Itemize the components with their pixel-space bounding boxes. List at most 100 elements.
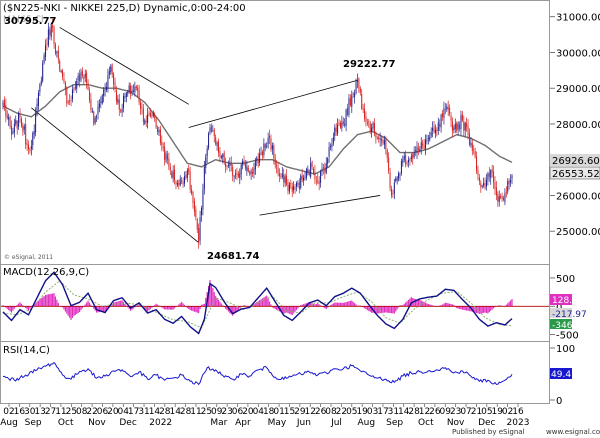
macd-histogram-bar — [324, 306, 326, 309]
price-bar-body — [464, 122, 466, 131]
x-axis-month-label: Jul — [330, 418, 342, 428]
price-bar-body — [229, 163, 231, 166]
macd-histogram-bar — [26, 306, 28, 310]
price-bar-body — [46, 43, 48, 45]
price-bar-body — [106, 86, 108, 90]
macd-histogram-bar — [351, 300, 353, 307]
macd-histogram-bar — [373, 306, 376, 314]
macd-histogram-bar — [117, 301, 119, 307]
macd-histogram-bar — [128, 306, 130, 310]
x-axis-month-label: Apr — [235, 418, 251, 428]
macd-histogram-bar — [371, 306, 373, 313]
price-bar-body — [345, 109, 347, 126]
x-axis-day-label: 20 — [107, 407, 119, 417]
macd-histogram-bar — [168, 306, 170, 310]
x-axis-day-label: 16 — [512, 407, 524, 417]
macd-histogram-bar — [104, 306, 106, 313]
macd-histogram-bar — [209, 280, 211, 307]
x-axis-month-label: Nov — [447, 418, 465, 428]
x-axis-month-label: Dec — [478, 418, 495, 428]
macd-histogram-bar — [243, 305, 245, 307]
price-bar-body — [442, 113, 444, 117]
price-bar-body — [81, 70, 83, 76]
price-bar-body — [20, 118, 22, 127]
price-bar-body — [125, 93, 127, 97]
macd-histogram-bar — [487, 306, 489, 314]
macd-histogram-bar — [131, 306, 133, 310]
price-bar-body — [417, 148, 419, 150]
macd-histogram-bar — [212, 288, 214, 307]
macd-title: MACD(12,26,9,C) — [3, 267, 89, 278]
macd-histogram-bar — [52, 293, 54, 307]
price-bar-body — [308, 170, 310, 176]
price-bar-body — [434, 129, 436, 133]
price-bar-body — [193, 201, 195, 212]
price-bar-body — [488, 172, 490, 177]
macd-histogram-bar — [287, 306, 289, 314]
price-bar-body — [59, 60, 61, 71]
price-bar-body — [322, 167, 324, 169]
macd-histogram-bar — [12, 306, 14, 311]
x-axis-month-label: Aug — [0, 418, 18, 428]
price-bar-body — [286, 175, 288, 185]
price-bar-body — [334, 127, 336, 136]
macd-histogram-bar — [460, 306, 462, 310]
price-bar-body — [373, 122, 375, 134]
price-bar-body — [142, 108, 144, 122]
price-bar-body — [454, 123, 456, 129]
x-axis-day-label: 31 — [138, 407, 149, 417]
macd-histogram-bar — [444, 302, 446, 307]
macd-value-box — [550, 308, 572, 318]
macd-histogram-bar — [6, 306, 8, 309]
x-axis-day-label: 28 — [408, 407, 420, 417]
price-bar-body — [393, 182, 395, 194]
price-bar-body — [90, 99, 92, 111]
price-bar-body — [342, 121, 344, 124]
price-bar-body — [498, 196, 500, 203]
price-bar-body — [83, 77, 85, 80]
macd-histogram-bar — [300, 305, 302, 307]
macd-histogram-bar — [365, 306, 367, 310]
x-axis-day-label: 04 — [118, 407, 130, 417]
price-axis-tick-label: 31000.00 — [556, 13, 600, 24]
price-bar-body — [426, 139, 428, 141]
price-bar-body — [416, 146, 418, 154]
price-bar-body — [9, 116, 11, 127]
macd-histogram-bar — [345, 302, 347, 307]
price-bar-body — [2, 102, 4, 106]
macd-histogram-bar — [491, 306, 493, 310]
price-bar-body — [405, 154, 407, 165]
macd-histogram-bar — [264, 296, 266, 307]
price-bar-body — [107, 75, 109, 88]
price-bar-body — [162, 146, 164, 149]
price-bar-body — [26, 143, 28, 146]
macd-histogram-bar — [70, 306, 72, 320]
macd-histogram-bar — [308, 302, 310, 307]
macd-histogram-bar — [447, 303, 449, 307]
x-axis-day-label: 26 — [429, 407, 441, 417]
macd-histogram-bar — [348, 301, 350, 307]
price-bar-body — [257, 159, 259, 164]
macd-histogram-bar — [61, 306, 64, 308]
price-bar-body — [425, 139, 427, 149]
price-bar-body — [3, 100, 5, 107]
price-bar-body — [422, 143, 424, 146]
price-bar-body — [37, 92, 39, 106]
price-bar-body — [276, 165, 278, 167]
price-bar-body — [130, 86, 132, 95]
price-bar-body — [461, 114, 463, 121]
price-bar-body — [433, 126, 435, 132]
price-bar-body — [18, 113, 20, 127]
macd-histogram-bar — [388, 306, 390, 313]
x-axis-day-label: 11 — [55, 407, 66, 417]
macd-histogram-bar — [165, 306, 167, 310]
macd-histogram-bar — [498, 305, 500, 307]
price-bar-body — [439, 124, 441, 127]
macd-histogram-bar — [274, 306, 276, 309]
macd-signal-value-box — [550, 319, 572, 329]
macd-histogram-bar — [124, 303, 126, 307]
price-bar-body — [477, 170, 479, 176]
macd-histogram-bar — [325, 306, 327, 310]
